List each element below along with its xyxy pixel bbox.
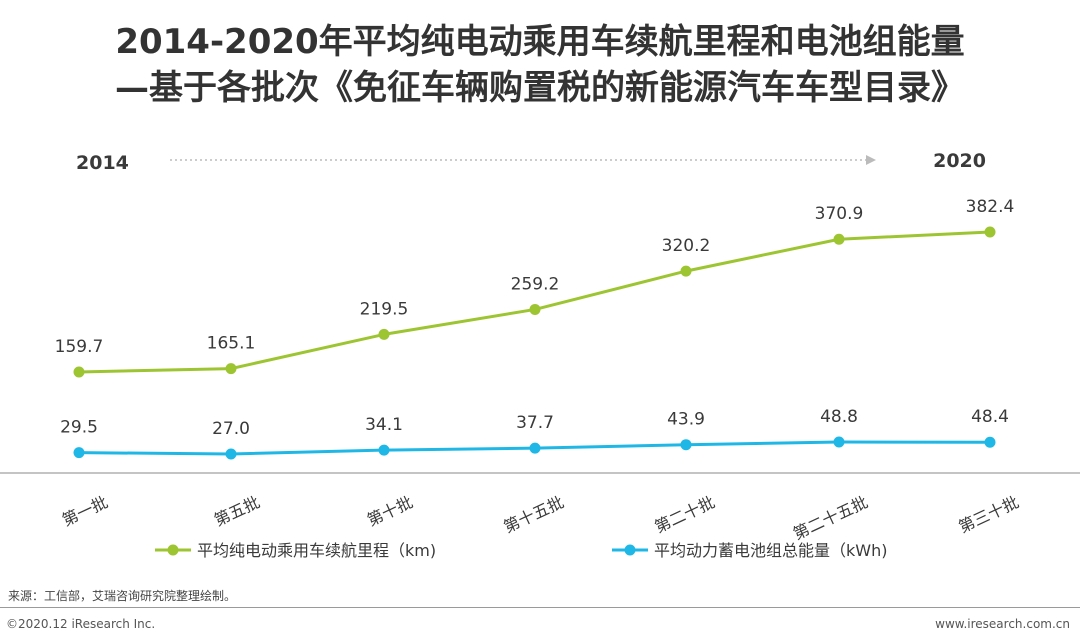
range-data-label: 370.9	[815, 204, 864, 224]
range-data-label: 159.7	[55, 337, 104, 357]
timeline-arrow-head	[866, 155, 876, 165]
copyright-text: ©2020.12 iResearch Inc.	[6, 617, 156, 631]
battery-data-point	[984, 436, 996, 448]
battery-data-label: 43.9	[667, 410, 705, 430]
battery-data-point	[73, 447, 85, 459]
range-data-point	[680, 265, 692, 277]
range-data-point	[73, 366, 85, 378]
battery-legend-label: 平均动力蓄电池组总能量（kWh)	[654, 541, 887, 560]
chart-subtitle: —基于各批次《免征车辆购置税的新能源汽车车型目录》	[115, 68, 965, 108]
battery-data-label: 37.7	[516, 413, 554, 433]
range-data-point	[984, 226, 996, 238]
range-data-point	[833, 233, 845, 245]
x-tick-label: 第十五批	[501, 492, 567, 536]
battery-data-label: 48.8	[820, 407, 858, 427]
battery-data-point	[833, 436, 845, 448]
battery-data-label: 34.1	[365, 415, 403, 435]
x-tick-label: 第二十批	[652, 492, 718, 536]
range-data-label: 259.2	[511, 274, 560, 294]
range-data-label: 382.4	[966, 197, 1015, 217]
timeline-end-label: 2020	[933, 150, 986, 172]
range-legend-marker	[167, 544, 179, 556]
battery-data-point	[225, 448, 237, 460]
source-note: 来源：工信部，艾瑞咨询研究院整理绘制。	[8, 589, 237, 603]
range-data-point	[225, 363, 237, 375]
x-tick-label: 第十批	[364, 492, 416, 530]
battery-data-point	[378, 444, 390, 456]
line-chart: 2014 2020 159.7 165.1 219.5 259.2 320.2 370.9 38…	[0, 150, 1080, 560]
chart-title: 2014-2020年平均纯电动乘用车续航里程和电池组能量	[115, 22, 965, 62]
range-data-label: 219.5	[360, 299, 409, 319]
battery-data-label: 29.5	[60, 418, 98, 438]
x-tick-label: 第五批	[211, 492, 263, 530]
battery-data-point	[529, 442, 541, 454]
footer-divider	[0, 607, 1080, 608]
range-data-point	[529, 303, 541, 315]
x-tick-label: 第二十五批	[790, 492, 871, 543]
battery-data-label: 48.4	[971, 407, 1009, 427]
range-data-label: 165.1	[207, 334, 256, 354]
x-tick-label: 第一批	[59, 492, 111, 530]
battery-data-label: 27.0	[212, 419, 250, 439]
x-tick-label: 第三十批	[956, 492, 1022, 536]
range-data-label: 320.2	[662, 236, 711, 256]
battery-data-point	[680, 439, 692, 451]
timeline-start-label: 2014	[76, 152, 129, 174]
range-data-point	[378, 328, 390, 340]
range-legend-label: 平均纯电动乘用车续航里程（km)	[197, 541, 436, 560]
battery-legend-marker	[624, 544, 636, 556]
website-text: www.iresearch.com.cn	[935, 617, 1070, 631]
